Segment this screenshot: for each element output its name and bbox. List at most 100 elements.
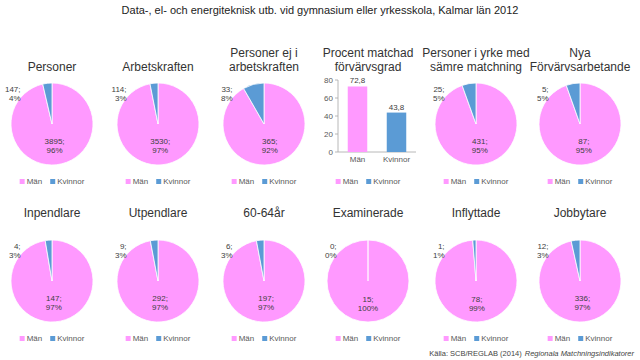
data-label-line: 99% bbox=[469, 304, 485, 313]
x-tick-label: Män bbox=[350, 155, 366, 164]
data-label-line: 3% bbox=[537, 251, 549, 260]
y-tick bbox=[335, 80, 338, 81]
legend-swatch bbox=[20, 179, 25, 184]
data-label-line: 292; bbox=[152, 294, 168, 303]
data-label-line: 78; bbox=[471, 295, 482, 304]
legend: MänKvinnor bbox=[548, 177, 613, 186]
pie-slice bbox=[45, 240, 52, 281]
data-label-line: 431; bbox=[472, 137, 488, 146]
chart-title: Examinerade bbox=[312, 184, 424, 220]
pie bbox=[223, 240, 305, 322]
chart-title: Procent matchad förvärvsgrad bbox=[312, 38, 424, 74]
y-tick-label: 0 bbox=[329, 148, 334, 157]
chart-title-text: Utpendlare bbox=[102, 206, 214, 220]
data-label-line: 0% bbox=[325, 251, 337, 260]
pie-slice bbox=[566, 83, 580, 124]
legend-label: Kvinnor bbox=[373, 334, 400, 343]
legend-swatch bbox=[50, 336, 55, 341]
legend-swatch bbox=[336, 179, 341, 184]
data-label-line: 97% bbox=[152, 146, 168, 155]
y-tick-label: 80 bbox=[324, 76, 333, 85]
data-label-line: 97% bbox=[258, 303, 274, 312]
chart-title-text: Examinerade bbox=[312, 206, 424, 220]
chart-title: Inpendlare bbox=[0, 184, 108, 220]
data-label-line: 33; bbox=[221, 85, 232, 94]
data-label-line: 3% bbox=[221, 251, 233, 260]
chart-title: Personer bbox=[0, 38, 108, 74]
legend-label: Män bbox=[343, 177, 359, 186]
pie bbox=[11, 240, 93, 322]
legend-swatch bbox=[444, 179, 449, 184]
bar bbox=[348, 86, 368, 152]
legend-swatch bbox=[156, 179, 161, 184]
data-label: 6;3% bbox=[221, 242, 233, 260]
pie-slice bbox=[117, 240, 199, 322]
y-tick-label: 40 bbox=[324, 112, 333, 121]
chart-title: Personer ej i arbetskraften bbox=[208, 38, 320, 74]
legend-swatch bbox=[444, 336, 449, 341]
bar bbox=[387, 113, 407, 152]
legend-swatch bbox=[578, 336, 583, 341]
data-label: 3895;96% bbox=[45, 137, 65, 155]
data-label: 9;3% bbox=[115, 242, 127, 260]
legend: Män Kvinnor bbox=[336, 334, 401, 343]
x-tick-label: Kvinnor bbox=[383, 155, 410, 164]
data-label-line: 197; bbox=[258, 294, 274, 303]
pie-slice bbox=[223, 83, 305, 165]
pie-slice bbox=[435, 240, 517, 322]
pie-slice bbox=[435, 83, 517, 165]
chart-title-text: Personer i yrke med sämre matchning bbox=[420, 46, 532, 74]
data-label-line: 3% bbox=[115, 94, 127, 103]
legend-label: Kvinnor bbox=[163, 177, 190, 186]
legend-label: Män bbox=[133, 177, 149, 186]
source-title: Regionala Matchningsindikatorer bbox=[525, 349, 634, 358]
legend-label: Män bbox=[239, 334, 255, 343]
legend-swatch bbox=[232, 179, 237, 184]
pie-slice bbox=[11, 83, 93, 165]
chart-title: Utpendlare bbox=[102, 184, 214, 220]
legend-label: Män bbox=[239, 177, 255, 186]
pie bbox=[539, 240, 621, 322]
source-text: Källa: SCB/REGLAB (2014) bbox=[429, 349, 522, 358]
data-label-line: 114; bbox=[112, 85, 127, 94]
legend-label: Kvinnor bbox=[269, 177, 296, 186]
chart-title-text: Inpendlare bbox=[0, 206, 108, 220]
legend-label: Män bbox=[343, 334, 359, 343]
data-label: 87;95% bbox=[576, 137, 592, 155]
legend: MänKvinnor bbox=[444, 177, 509, 186]
chart-title-text: Personer bbox=[0, 60, 108, 74]
data-label: 5;5% bbox=[537, 85, 549, 103]
legend-swatch bbox=[20, 336, 25, 341]
legend-label: Kvinnor bbox=[57, 177, 84, 186]
legend-swatch bbox=[50, 179, 55, 184]
pie-slice bbox=[150, 83, 158, 124]
data-label-line: 97% bbox=[46, 303, 62, 312]
chart-title: Jobbytare bbox=[524, 184, 636, 220]
pie-slice bbox=[11, 240, 93, 322]
chart-title-text: Procent matchad förvärvsgrad bbox=[312, 46, 424, 74]
legend-swatch bbox=[474, 336, 479, 341]
pie bbox=[327, 240, 409, 322]
data-label-line: 95% bbox=[576, 146, 592, 155]
chart-title: Nya Förvärvsarbetande bbox=[524, 38, 636, 74]
legend-swatch bbox=[126, 336, 131, 341]
pie bbox=[117, 83, 199, 165]
legend: MänKvinnor bbox=[336, 177, 401, 186]
pie-slice bbox=[473, 240, 476, 281]
pie-slice bbox=[43, 83, 52, 124]
data-label: 365;92% bbox=[262, 137, 278, 155]
data-label-line: 3895; bbox=[45, 137, 65, 146]
chart-title: Inflyttade bbox=[420, 184, 532, 220]
legend: Män Kvinnor bbox=[126, 177, 191, 186]
legend-swatch bbox=[262, 336, 267, 341]
data-label: 43,8 bbox=[389, 103, 405, 112]
chart-title-text: Inflyttade bbox=[420, 206, 532, 220]
legend-swatch bbox=[474, 179, 479, 184]
legend: MänKvinnor bbox=[20, 334, 85, 343]
data-label-line: 4; bbox=[14, 242, 21, 251]
data-label-line: 100% bbox=[358, 304, 378, 313]
data-label: 1;1% bbox=[433, 242, 445, 260]
data-label: 197;97% bbox=[258, 294, 274, 312]
legend-label: Kvinnor bbox=[269, 334, 296, 343]
chart-canvas: 3895;96%147;4%MänKvinnor3530;97%114;3%Mä… bbox=[0, 0, 640, 360]
